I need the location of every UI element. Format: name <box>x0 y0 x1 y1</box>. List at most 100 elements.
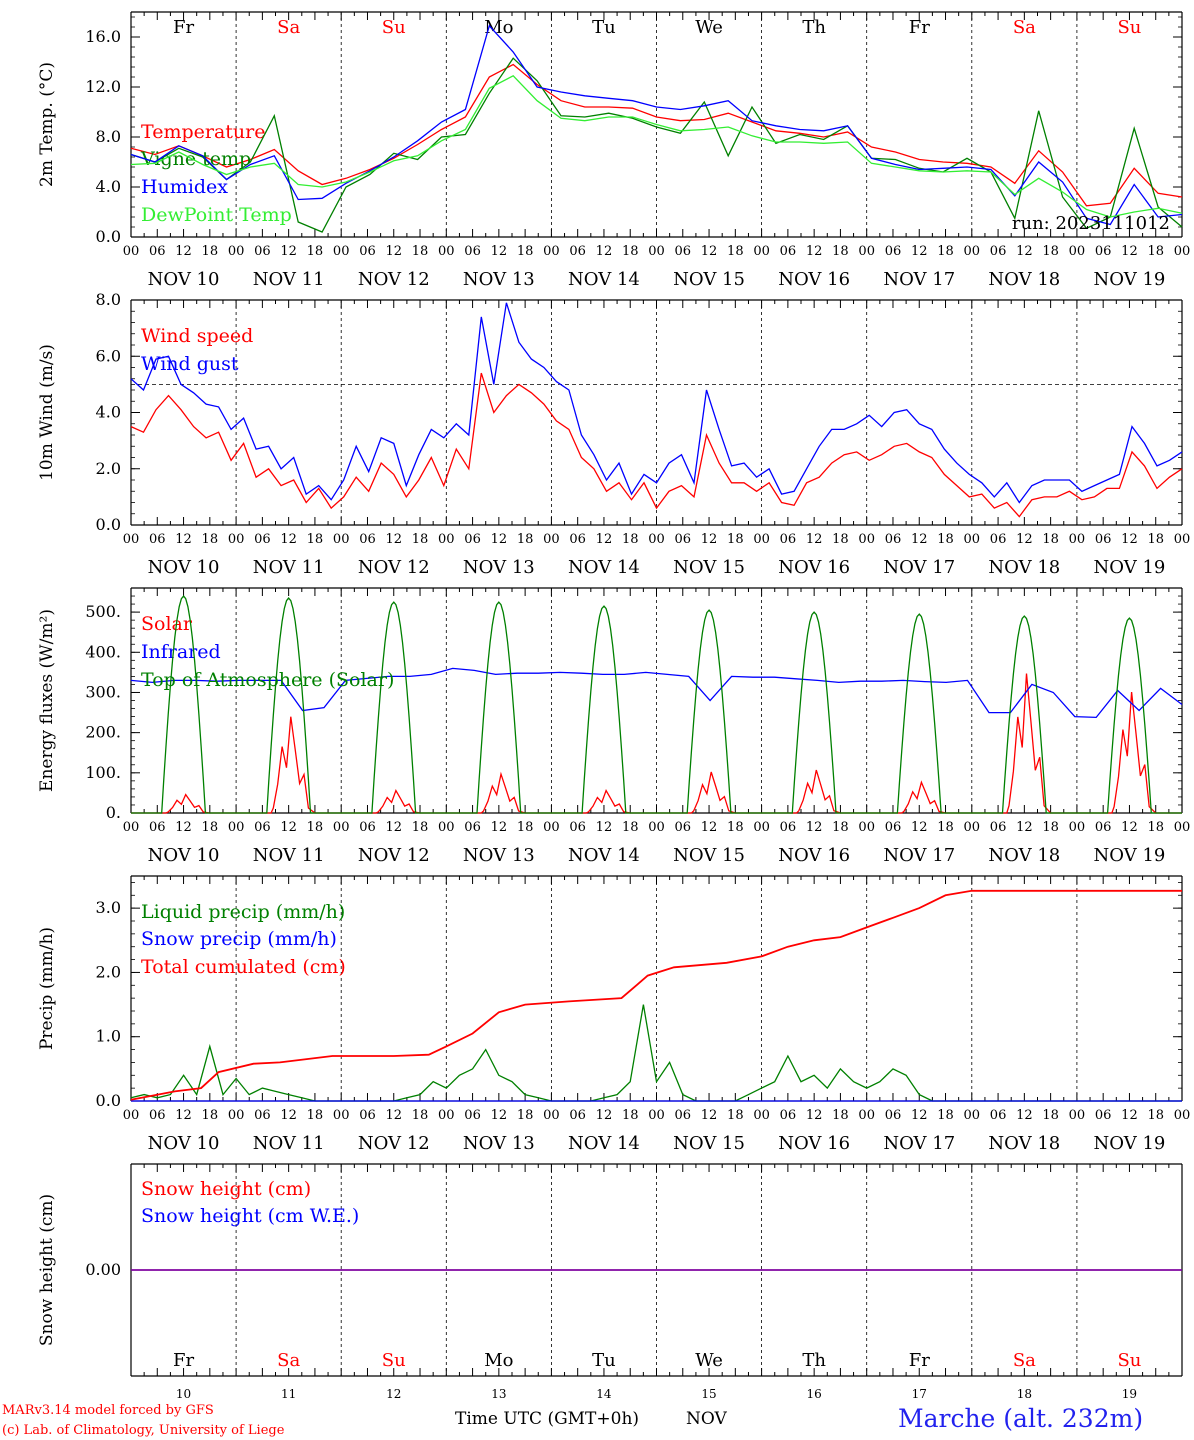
date-label: NOV 16 <box>778 269 850 290</box>
hour-tick-label: 12 <box>175 1108 192 1123</box>
hour-tick-label: 18 <box>1042 820 1059 835</box>
hour-tick-label: 12 <box>1016 532 1033 547</box>
hour-tick-label: 18 <box>727 820 744 835</box>
date-label: NOV 14 <box>568 845 640 866</box>
hour-tick-label: 12 <box>806 1108 823 1123</box>
date-label: NOV 17 <box>883 269 955 290</box>
y-axis-title: Snow height (cm) <box>37 1194 57 1346</box>
hour-tick-label: 12 <box>280 532 297 547</box>
hour-tick-label: 06 <box>464 532 481 547</box>
hour-tick-label: 12 <box>806 532 823 547</box>
hour-tick-label: 18 <box>1147 1108 1164 1123</box>
series-line <box>130 889 1182 1101</box>
legend-entry: Top of Atmosphere (Solar) <box>141 669 394 691</box>
hour-tick-label: 06 <box>254 532 271 547</box>
hour-tick-label: 06 <box>254 244 271 259</box>
weekday-label: Sa <box>1013 1350 1036 1371</box>
hour-tick-label: 00 <box>123 532 140 547</box>
hour-tick-label: 06 <box>569 532 586 547</box>
weekday-label: Sa <box>1013 17 1036 38</box>
hour-tick-label: 18 <box>1042 532 1059 547</box>
series-line <box>130 302 1183 504</box>
series-line <box>131 594 1182 814</box>
hour-tick-label: 12 <box>491 1108 508 1123</box>
legend-entry: Snow height (cm W.E.) <box>141 1205 359 1227</box>
hour-tick-label: 12 <box>596 244 613 259</box>
legend-entry: Liquid precip (mm/h) <box>141 901 345 923</box>
month-label: NOV <box>686 1409 728 1429</box>
series-line <box>130 667 1183 719</box>
hour-tick-label: 18 <box>202 244 219 259</box>
hour-tick-label: 06 <box>1095 820 1112 835</box>
hour-tick-label: 18 <box>727 532 744 547</box>
hour-tick-label: 12 <box>491 820 508 835</box>
hour-tick-label: 00 <box>333 1108 350 1123</box>
hour-tick-label: 06 <box>885 1108 902 1123</box>
hour-tick-label: 06 <box>780 1108 797 1123</box>
weekday-label: Mo <box>484 1350 513 1371</box>
hour-tick-label: 12 <box>1016 244 1033 259</box>
legend-entry: Solar <box>141 613 193 635</box>
date-label: NOV 14 <box>568 1133 640 1154</box>
day-number-label: 15 <box>701 1387 716 1401</box>
date-label: NOV 12 <box>358 1133 430 1154</box>
date-label: NOV 16 <box>778 845 850 866</box>
weekday-label: Sa <box>277 1350 300 1371</box>
series-line <box>130 74 1183 218</box>
date-label: NOV 14 <box>568 269 640 290</box>
day-number-label: 11 <box>281 1387 296 1401</box>
date-label: NOV 15 <box>673 557 745 578</box>
hour-tick-label: 18 <box>307 532 324 547</box>
hour-tick-label: 00 <box>438 244 455 259</box>
y-tick-label: 16.0 <box>85 27 121 46</box>
legend-entry: Vigne temp <box>140 148 251 170</box>
date-label: NOV 17 <box>883 557 955 578</box>
panel-3: 0. 100. 200. 300. 400. 500. Energy fluxes (W/m… <box>37 587 1190 866</box>
hour-tick-label: 18 <box>622 820 639 835</box>
hour-tick-label: 00 <box>964 244 981 259</box>
hour-tick-label: 00 <box>333 532 350 547</box>
date-label: NOV 19 <box>1094 1133 1166 1154</box>
date-label: NOV 12 <box>358 557 430 578</box>
hour-tick-label: 06 <box>569 820 586 835</box>
hour-tick-label: 18 <box>832 244 849 259</box>
date-label: NOV 10 <box>148 557 220 578</box>
date-label: NOV 18 <box>988 845 1060 866</box>
date-label: NOV 12 <box>358 845 430 866</box>
hour-tick-label: 12 <box>1016 1108 1033 1123</box>
hour-tick-label: 06 <box>885 244 902 259</box>
date-label: NOV 10 <box>148 1133 220 1154</box>
y-tick-label: 8.0 <box>96 290 121 309</box>
hour-tick-label: 12 <box>1121 1108 1138 1123</box>
legend-entry: DewPoint Temp <box>141 204 292 226</box>
hour-tick-label: 06 <box>990 1108 1007 1123</box>
hour-tick-label: 06 <box>675 244 692 259</box>
hour-tick-label: 12 <box>911 244 928 259</box>
hour-tick-label: 00 <box>964 820 981 835</box>
panel-1: 0.0 4.0 8.0 12.0 16.0 2m Temp. (°C) 00 06 12 18 NO… <box>37 11 1190 290</box>
hour-tick-label: 00 <box>228 1108 245 1123</box>
hour-tick-label: 12 <box>701 820 718 835</box>
hour-tick-label: 12 <box>280 244 297 259</box>
hour-tick-label: 18 <box>517 820 534 835</box>
hour-tick-label: 00 <box>543 532 560 547</box>
date-label: NOV 13 <box>463 269 535 290</box>
hour-tick-label: 18 <box>307 244 324 259</box>
hour-tick-label: 00 <box>1174 1108 1191 1123</box>
hour-tick-label: 06 <box>149 1108 166 1123</box>
hour-tick-label: 06 <box>1095 532 1112 547</box>
hour-tick-label: 12 <box>385 820 402 835</box>
legend-entry: Total cumulated (cm) <box>141 956 346 978</box>
date-label: NOV 18 <box>988 269 1060 290</box>
date-label: NOV 16 <box>778 557 850 578</box>
hour-tick-label: 18 <box>622 244 639 259</box>
hour-tick-label: 00 <box>648 1108 665 1123</box>
credit-line-1: MARv3.14 model forced by GFS <box>2 1403 214 1418</box>
weekday-label: Su <box>1117 1350 1141 1371</box>
panel-5: 0.00 Snow height (cm) Fr Sa Su Mo Tu We Th Fr Sa Su… <box>37 1163 1183 1401</box>
y-tick-label: 0. <box>106 803 121 822</box>
hour-tick-label: 12 <box>911 532 928 547</box>
weekday-label: Tu <box>592 1350 616 1371</box>
date-label: NOV 15 <box>673 1133 745 1154</box>
hour-tick-label: 12 <box>596 1108 613 1123</box>
